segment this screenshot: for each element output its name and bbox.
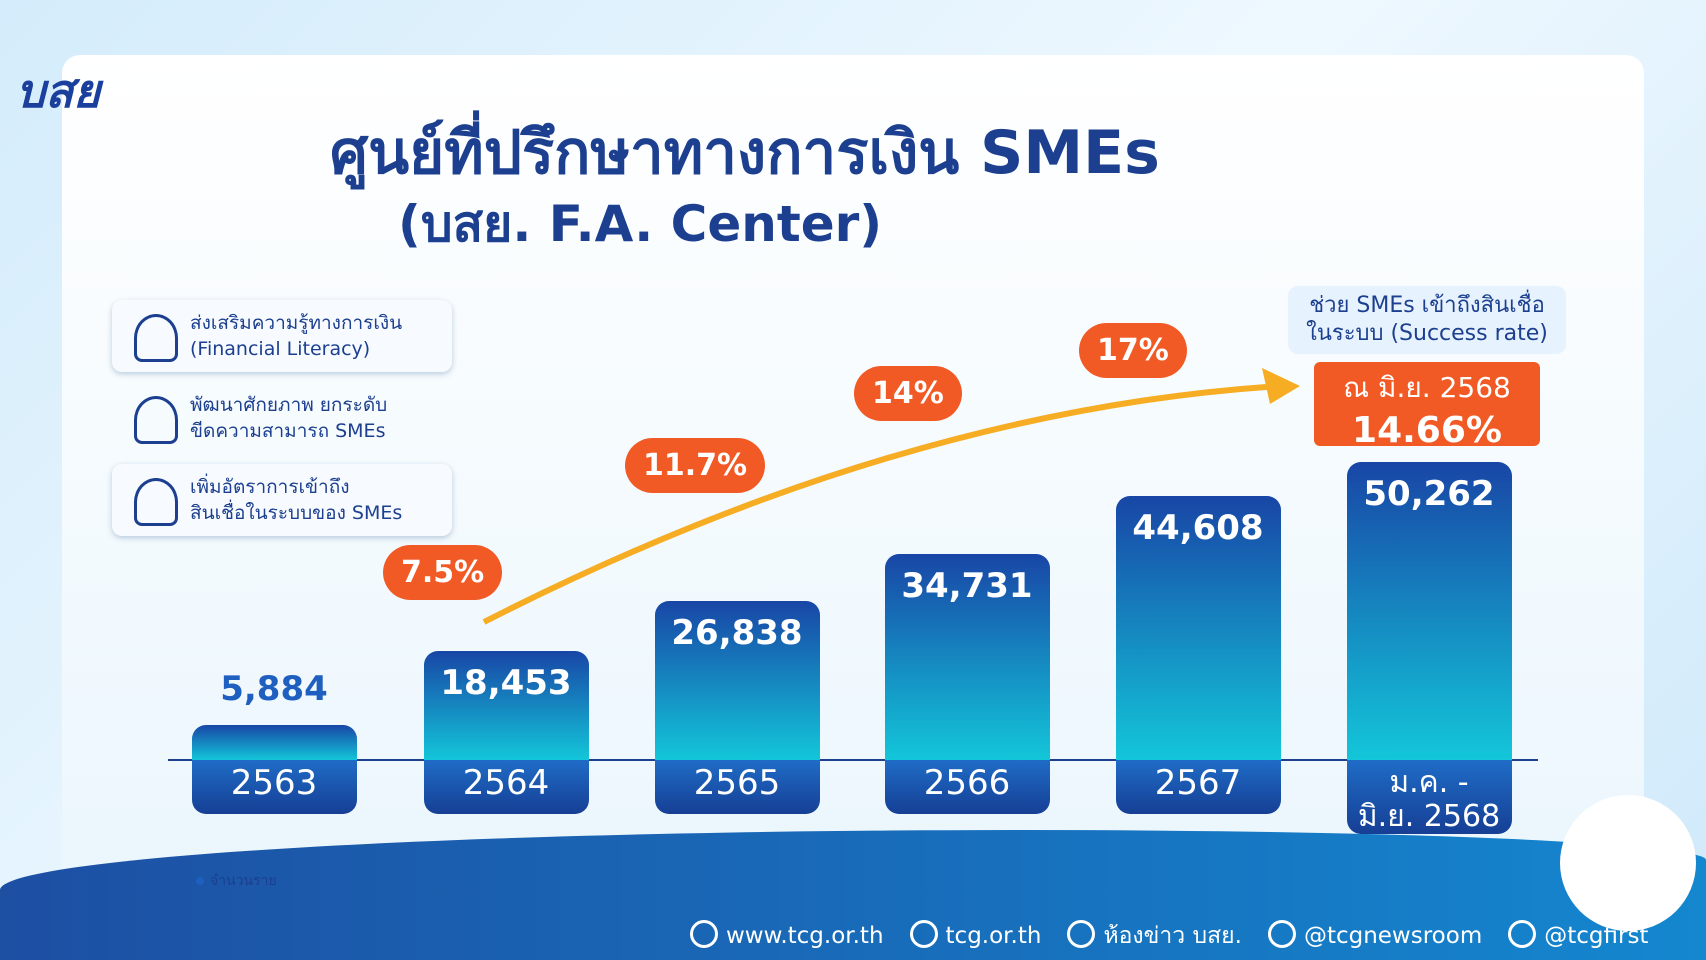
rate-label: 14%: [872, 376, 944, 411]
rate-label: 11.7%: [643, 448, 748, 483]
feature-text: เพิ่มอัตราการเข้าถึง: [190, 476, 350, 498]
bar: [191, 725, 357, 760]
rate-bubble: 14%: [854, 366, 962, 421]
feature-text: สินเชื่อในระบบของ SMEs: [190, 502, 403, 524]
feature-icon: [134, 314, 178, 362]
callout-line: ในระบบ (Success rate): [1306, 321, 1548, 346]
feature: ส่งเสริมความรู้ทางการเงิน (Financial Lite…: [112, 300, 452, 372]
arrow-head: [1262, 368, 1300, 404]
feature-text: (Financial Literacy): [190, 338, 371, 360]
value-label: 26,838: [671, 612, 803, 653]
rate-label: 17%: [1097, 333, 1169, 368]
title: ศูนย์ที่ปรึกษาทางการเงิน SMEs: [330, 118, 1160, 188]
value-label: 50,262: [1363, 474, 1495, 514]
trend-arrow: [482, 383, 1281, 625]
feature: พัฒนาศักยภาพ ยกระดับขีดความสามารถ SMEs: [112, 382, 452, 454]
value-label: 44,608: [1132, 507, 1264, 548]
bar: [884, 554, 1050, 760]
rate-bubble: 7.5%: [383, 545, 503, 600]
rate-bubble: 11.7%: [625, 438, 766, 493]
feature: เพิ่มอัตราการเข้าถึงสินเชื่อในระบบของ SM…: [112, 464, 452, 536]
feature-icon: [134, 478, 178, 526]
bar: [423, 650, 589, 760]
callout-date: ณ มิ.ย. 2568: [1343, 371, 1511, 404]
bar: [1346, 462, 1512, 760]
category-label: ม.ค. - มิ.ย. 2568: [1346, 760, 1512, 834]
category-label: 2566: [884, 760, 1050, 814]
category-label: 2563: [191, 760, 357, 814]
footer-link[interactable]: tcg.or.th: [910, 923, 1042, 949]
subtitle: (บสย. F.A. Center): [398, 195, 883, 253]
category-label: 2564: [423, 760, 589, 814]
feature-text: พัฒนาศักยภาพ ยกระดับ: [190, 394, 388, 416]
footer-link[interactable]: www.tcg.or.th: [690, 923, 884, 949]
legend-swatch: [196, 877, 204, 885]
category-label: 2565: [654, 760, 820, 814]
feature-icon: [134, 396, 178, 444]
footer-link[interactable]: ห้องข่าว บสย.: [1067, 923, 1242, 949]
rate-label: 7.5%: [401, 555, 485, 590]
callout-value: 14.66%: [1352, 410, 1502, 451]
category-label: 2567: [1115, 760, 1281, 814]
bar: [654, 600, 820, 760]
footer-link[interactable]: @tcgfirst: [1508, 923, 1648, 949]
rate-bubble: 17%: [1079, 323, 1187, 378]
footer-links: www.tcg.or.th tcg.or.th ห้องข่าว บสย. @tcgn…: [690, 918, 1674, 954]
qr-code: [1560, 795, 1696, 931]
value-label: 5,884: [220, 669, 328, 710]
feature-text: ขีดความสามารถ SMEs: [190, 420, 386, 442]
bar: [1115, 495, 1281, 760]
legend-label: จำนวนราย: [210, 873, 277, 889]
feature-text: ส่งเสริมความรู้ทางการเงิน: [190, 312, 403, 334]
footer-link[interactable]: @tcgnewsroom: [1268, 923, 1482, 949]
logo: บสย: [16, 64, 101, 118]
value-label: 18,453: [440, 662, 572, 703]
callout-line: ช่วย SMEs เข้าถึงสินเชื่อ: [1309, 293, 1545, 318]
callout-caption: ช่วย SMEs เข้าถึงสินเชื่อ ในระบบ (Succes…: [1288, 286, 1566, 354]
callout-box: ณ มิ.ย. 2568 14.66%: [1314, 362, 1540, 451]
value-label: 34,731: [901, 566, 1033, 607]
legend: จำนวนราย: [196, 870, 277, 892]
